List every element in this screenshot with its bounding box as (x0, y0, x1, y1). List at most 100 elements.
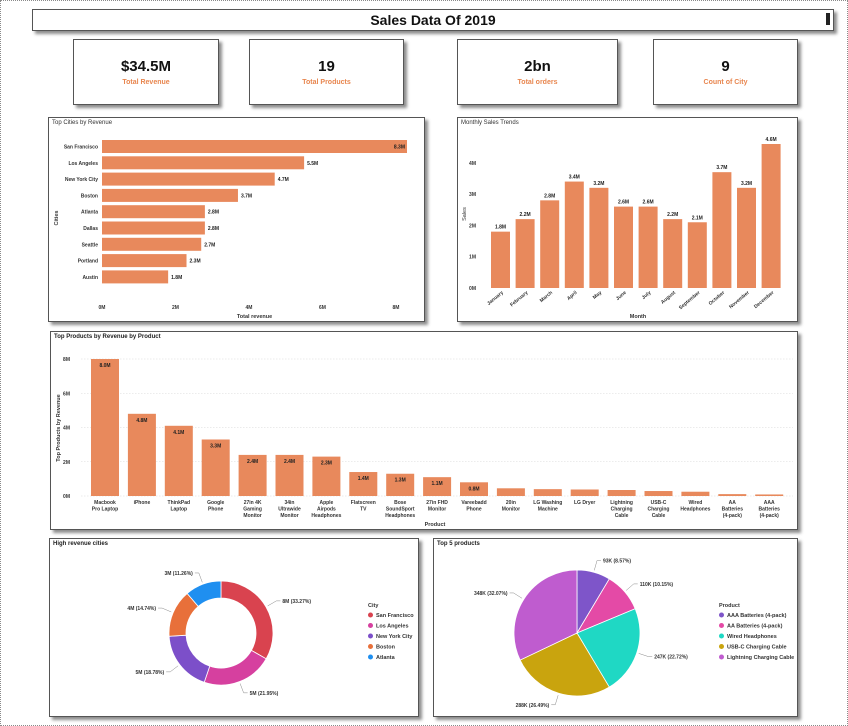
product-data-label: 4.8M (136, 418, 147, 424)
city-leader-line (267, 600, 281, 607)
city-legend-item: Los Angeles (376, 624, 409, 630)
product-bar (386, 473, 415, 496)
product-tick-label: 20in Monitor (502, 500, 520, 513)
city-tick-label: Portland (78, 259, 98, 265)
product-bar (423, 477, 452, 496)
month-tick-label: May (592, 290, 603, 301)
product-y-tick: 4M (63, 426, 70, 432)
product-bar (312, 456, 341, 496)
city-x-axis-title: Total revenue (237, 314, 272, 320)
product-bar (718, 494, 747, 496)
city-data-label: 3M (11.26%) (164, 571, 193, 577)
city-data-label: 8.3M (394, 145, 405, 151)
kpi-value: 19 (318, 58, 335, 75)
product-tick-label: iPhone (134, 500, 151, 506)
product-tick-label: LG Dryer (574, 500, 595, 506)
cities-chart-panel[interactable]: Top Cities by Revenue San Francisco 8.3M L… (48, 117, 425, 322)
city-data-label: 5M (21.95%) (250, 691, 279, 697)
month-data-label: 3.2M (593, 181, 604, 187)
month-data-label: 2.2M (667, 212, 678, 218)
products-chart-panel[interactable]: Top Products by Revenue by Product 0M 2M 4… (50, 331, 798, 530)
month-bar (638, 206, 658, 288)
product-data-label: 288K (26.49%) (516, 703, 550, 709)
city-legend-swatch (368, 623, 373, 628)
city-legend-item: New York City (376, 634, 413, 640)
chart-title: Top Products by Revenue by Product (54, 334, 161, 340)
product-tick-label: AA Batteries (4-pack) (722, 500, 744, 519)
product-data-label: 2.3M (321, 461, 332, 467)
product-leader-line (509, 592, 523, 599)
product-data-label: 0.8M (468, 486, 479, 492)
city-data-label: 2.3M (190, 259, 201, 265)
product-bar (570, 489, 599, 496)
product-legend-swatch (719, 623, 724, 628)
product-tick-label: 34in Ultrawide Monitor (278, 500, 301, 519)
product-slice (519, 632, 610, 697)
product-tick-label: Google Phone (207, 500, 224, 513)
city-donut-panel[interactable]: High revenue cities 8M (33.27%) 5M (21.95… (49, 538, 419, 717)
city-data-label: 8M (33.27%) (282, 599, 311, 605)
city-bar (102, 237, 202, 251)
month-tick-label: January (486, 290, 505, 307)
city-tick-label: Los Angeles (68, 161, 98, 167)
chart-title: High revenue cities (53, 541, 109, 547)
product-bar (127, 413, 156, 496)
kpi-value: 9 (721, 58, 730, 75)
city-data-label: 2.8M (208, 226, 219, 232)
city-legend-item: San Francisco (376, 613, 414, 619)
product-tick-label: 27in 4K Gaming Monitor (243, 500, 262, 519)
month-bar (712, 172, 732, 288)
product-data-label: 2.4M (247, 459, 258, 465)
product-bar (533, 489, 562, 496)
month-data-label: 2.2M (520, 212, 531, 218)
kpi-value: 2bn (524, 58, 551, 75)
month-data-label: 2.6M (618, 200, 629, 206)
chart-title: Top Cities by Revenue (52, 120, 113, 126)
month-y-tick: 2M (469, 223, 476, 229)
product-legend-item: USB-C Charging Cable (727, 645, 787, 651)
product-bar (607, 490, 636, 496)
kpi-card-total-revenue[interactable]: $34.5M Total Revenue (73, 39, 219, 105)
city-data-label: 5M (18.78%) (136, 670, 165, 676)
product-tick-label: Flatscreen TV (351, 500, 376, 513)
city-x-tick: 0M (99, 305, 106, 311)
kpi-label: Total Revenue (122, 79, 170, 86)
chart-title: Monthly Sales Trends (461, 120, 519, 126)
city-data-label: 5.5M (307, 161, 318, 167)
product-legend-item: Wired Headphones (727, 634, 777, 640)
month-data-label: 3.2M (741, 181, 752, 187)
city-tick-label: Atlanta (81, 210, 98, 216)
month-bar (564, 181, 584, 288)
month-tick-label: April (566, 290, 579, 302)
kpi-card-count-of-city[interactable]: 9 Count of City (653, 39, 798, 105)
city-slice (168, 634, 211, 683)
cities-bar-chart: San Francisco 8.3M Los Angeles 5.5M New York… (54, 140, 407, 320)
city-data-label: 2.7M (204, 242, 215, 248)
city-legend-item: Boston (376, 645, 396, 651)
kpi-card-total-products[interactable]: 19 Total Products (249, 39, 404, 105)
month-tick-label: July (641, 290, 653, 301)
slicer-handle-icon[interactable] (826, 13, 830, 25)
month-bar (614, 206, 633, 288)
month-tick-label: February (509, 290, 529, 308)
city-legend-swatch (368, 612, 373, 618)
city-legend-title: City (368, 603, 379, 609)
monthly-chart-panel[interactable]: Monthly Sales Trends 0M 1M 2M 3M 4M 1.8M Janua… (457, 117, 798, 322)
product-tick-label: 27in FHD Monitor (426, 500, 448, 513)
product-data-label: 1.4M (358, 476, 369, 482)
top5-pie-panel[interactable]: Top 5 products 93K (8.57%) 110K (10.15%) 2… (433, 538, 798, 717)
city-bar (102, 156, 305, 170)
month-data-label: 3.4M (569, 175, 580, 181)
dashboard-title: Sales Data Of 2019 (370, 12, 496, 28)
city-legend-item: Atlanta (376, 655, 396, 661)
kpi-card-total-orders[interactable]: 2bn Total orders (457, 39, 618, 105)
month-tick-label: March (539, 290, 554, 304)
kpi-label: Total orders (517, 79, 558, 86)
month-data-label: 4.6M (766, 137, 777, 143)
city-data-label: 2.8M (208, 210, 219, 216)
month-y-axis-title: Sales (462, 207, 468, 221)
kpi-label: Total Products (302, 79, 351, 86)
city-tick-label: San Francisco (64, 145, 98, 151)
product-bar (349, 472, 378, 496)
month-data-label: 1.8M (495, 225, 506, 231)
